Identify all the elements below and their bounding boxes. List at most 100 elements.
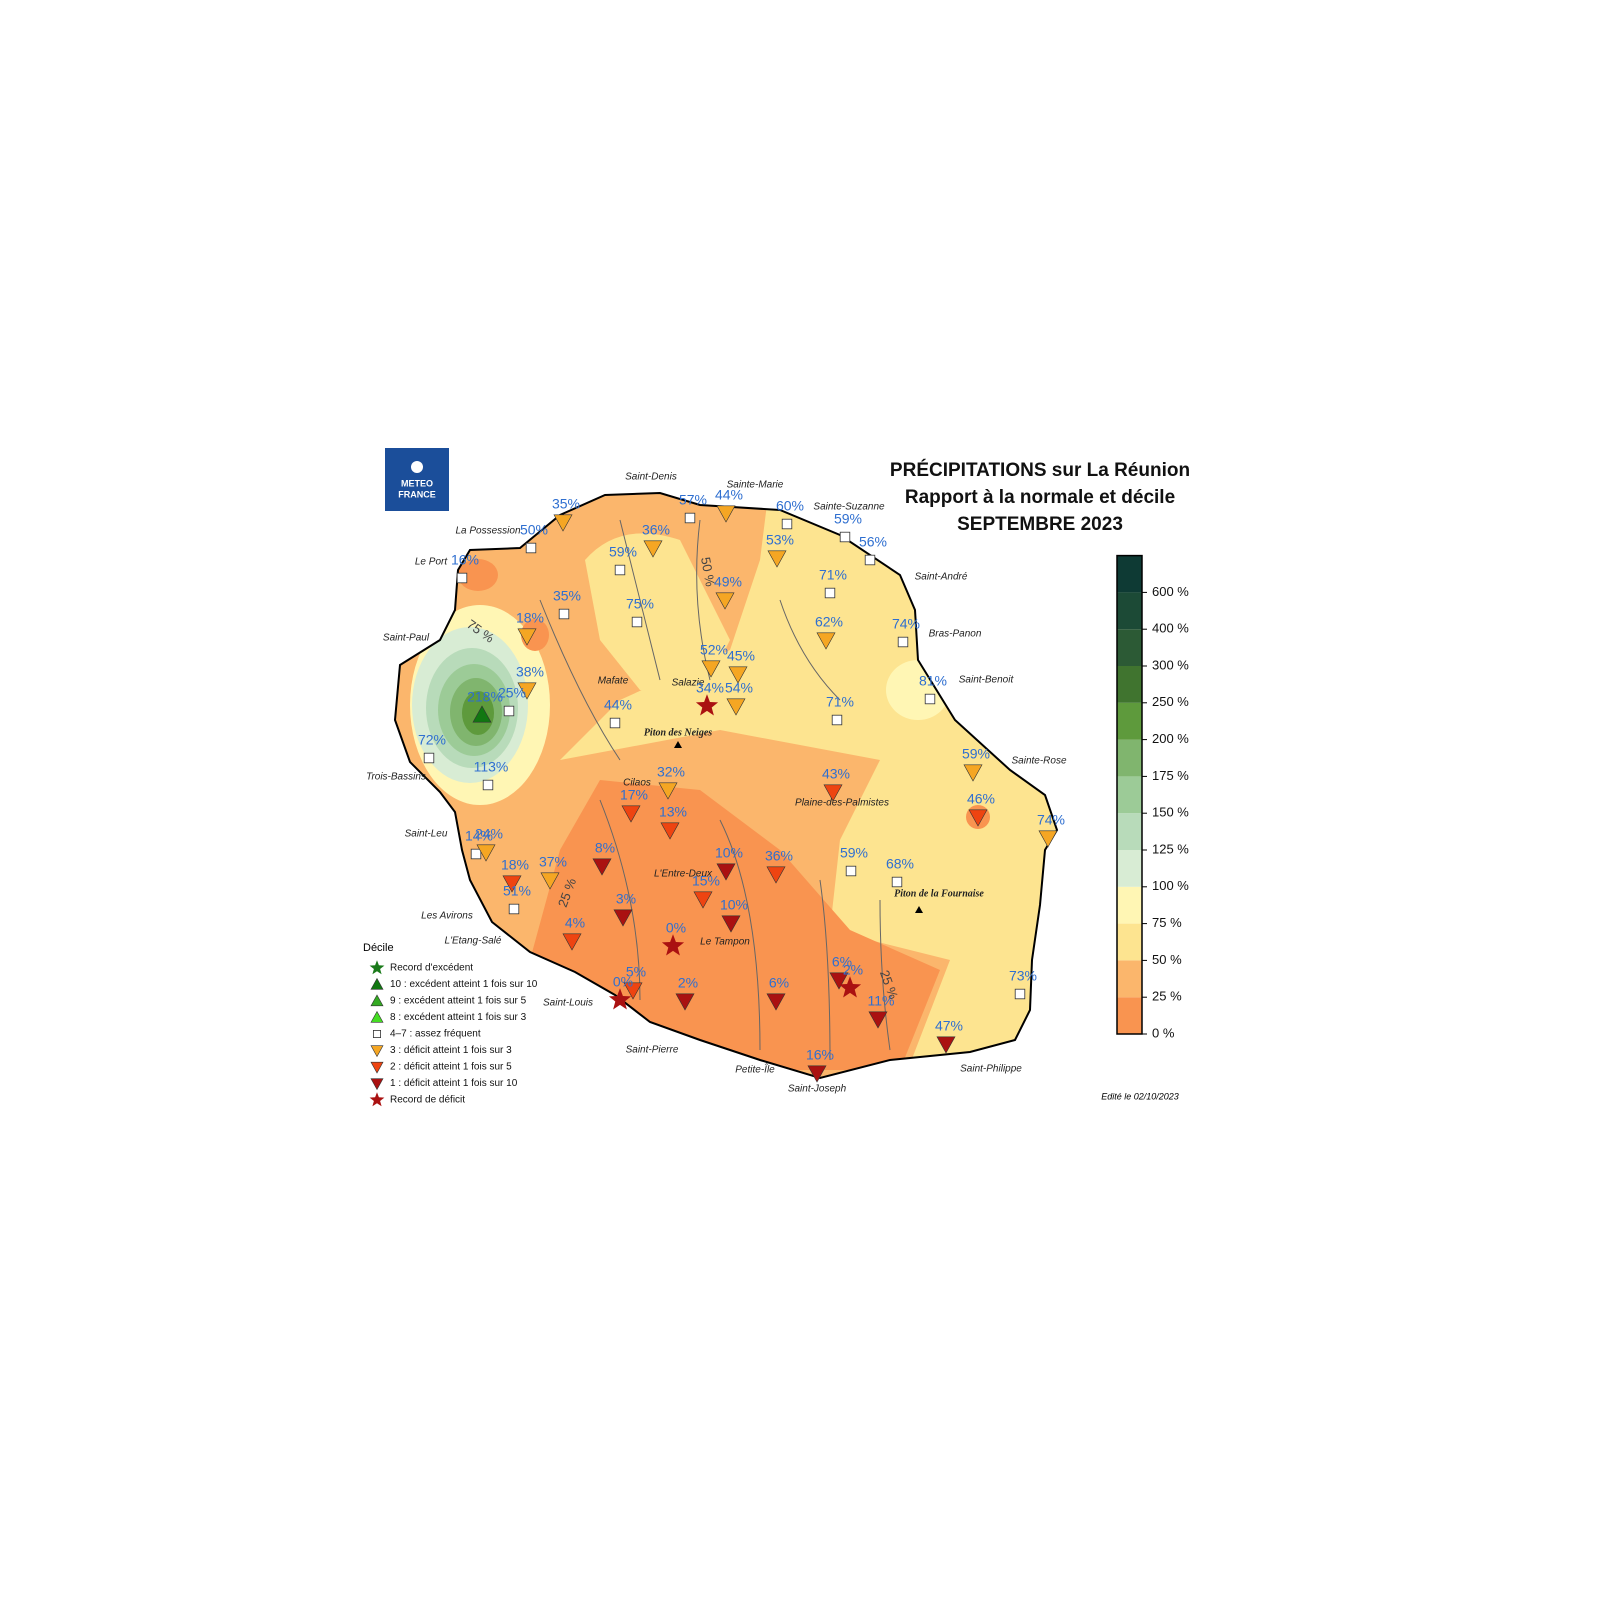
place-name: Saint-Paul (383, 633, 430, 644)
place-name: Le Tampon (700, 937, 750, 948)
contour-label: 50 % (698, 556, 718, 588)
station-value: 60% (776, 498, 804, 514)
station-value: 25% (498, 685, 526, 701)
station-value: 4% (565, 915, 585, 931)
place-name: L'Entre-Deux (654, 869, 713, 880)
station-value: 2% (843, 962, 863, 978)
colorbar-band (1117, 629, 1142, 666)
place-name: Sainte-Suzanne (813, 502, 885, 513)
station-value: 32% (657, 764, 685, 780)
decile-symbol (562, 933, 582, 951)
station-value: 50% (520, 522, 548, 538)
station-value: 10% (720, 897, 748, 913)
legend-label: 4–7 : assez fréquent (390, 1029, 481, 1040)
station-value: 53% (766, 532, 794, 548)
place-name: Plaine-des-Palmistes (795, 798, 889, 809)
station-value: 5% (626, 964, 646, 980)
colorbar-frame (1116, 554, 1143, 1035)
station-value: 113% (474, 759, 509, 775)
station-value: 59% (840, 845, 868, 861)
logo-mark (411, 461, 423, 473)
decile-symbol (372, 1030, 381, 1039)
subtitle: Rapport à la normale et décile (905, 487, 1175, 508)
place-name: Saint-Joseph (788, 1084, 847, 1095)
decile-symbol (936, 1036, 956, 1054)
decile-symbol (963, 764, 983, 782)
decile-symbol (845, 865, 857, 877)
station-value: 46% (967, 791, 995, 807)
legend-title: Décile (363, 942, 394, 954)
decile-symbol (968, 809, 988, 827)
decile-symbol (470, 848, 482, 860)
period: SEPTEMBRE 2023 (957, 514, 1123, 535)
station-value: 47% (935, 1018, 963, 1034)
decile-symbol (807, 1065, 827, 1083)
decile-symbol (369, 960, 385, 975)
decile-symbol (525, 542, 537, 554)
place-name: Petite-Île (735, 1063, 775, 1076)
logo-text: FRANCE (398, 489, 436, 499)
station-value: 49% (714, 574, 742, 590)
decile-symbol (370, 994, 384, 1007)
place-name: Trois-Bassins (366, 772, 426, 783)
summit (674, 741, 682, 748)
decile-symbol (423, 752, 435, 764)
legend-label: 3 : déficit atteint 1 fois sur 3 (390, 1045, 512, 1056)
decile-symbol (517, 628, 537, 646)
station-value: 75% (626, 596, 654, 612)
legend-label: 10 : excédent atteint 1 fois sur 10 (390, 979, 538, 990)
decile-symbol (558, 608, 570, 620)
decile-symbol (766, 866, 786, 884)
decile-symbol (891, 876, 903, 888)
decile-symbol (816, 632, 836, 650)
logo (385, 448, 449, 511)
station-value: 43% (822, 766, 850, 782)
colorbar-band (1117, 960, 1142, 998)
decile-symbol (1014, 988, 1026, 1000)
decile-symbol (823, 784, 843, 802)
place-name: Saint-Benoit (959, 675, 1015, 686)
place-name: Les Avirons (421, 911, 473, 922)
station-value: 17% (620, 787, 648, 803)
station-value: 36% (642, 522, 670, 538)
decile-symbol (482, 779, 494, 791)
decile-symbol (370, 1010, 384, 1023)
decile-symbol (716, 863, 736, 881)
decile-symbol (608, 988, 632, 1010)
colorbar-band (1117, 776, 1142, 814)
decile-symbol (623, 982, 643, 1000)
colorbar-band (1117, 997, 1142, 1034)
decile-symbol (472, 705, 492, 723)
place-name: Piton des Neiges (644, 727, 712, 738)
colorbar-label: 600 % (1152, 584, 1189, 599)
decile-symbol (726, 698, 746, 716)
colorbar-band (1117, 813, 1142, 850)
station-value: 16% (806, 1047, 834, 1063)
colorbar-band (1117, 592, 1142, 630)
station-value: 45% (727, 648, 755, 664)
colorbar-label: 250 % (1152, 694, 1189, 709)
decile-symbol (829, 972, 849, 990)
decile-symbol (369, 1092, 385, 1107)
station-value: 62% (815, 614, 843, 630)
colorbar-band (1117, 666, 1142, 703)
decile-symbol (503, 705, 515, 717)
place-name: Saint-Louis (543, 998, 593, 1009)
decile-symbol (660, 822, 680, 840)
decile-symbol (924, 693, 936, 705)
place-name: La Possession (455, 526, 520, 537)
place-name: Sainte-Marie (727, 480, 784, 491)
edit-date: Edité le 02/10/2023 (1101, 1091, 1179, 1101)
decile-symbol (609, 717, 621, 729)
colorbar-label: 50 % (1152, 952, 1182, 967)
colorbar-label: 100 % (1152, 878, 1189, 893)
colorbar-label: 400 % (1152, 621, 1189, 636)
station-value: 0% (613, 974, 633, 990)
station-value: 56% (859, 534, 887, 550)
decile-symbol (370, 1045, 384, 1058)
decile-symbol (1038, 830, 1058, 848)
decile-symbol (370, 1078, 384, 1091)
decile-symbol (621, 805, 641, 823)
station-value: 81% (919, 673, 947, 689)
station-value: 6% (769, 975, 789, 991)
